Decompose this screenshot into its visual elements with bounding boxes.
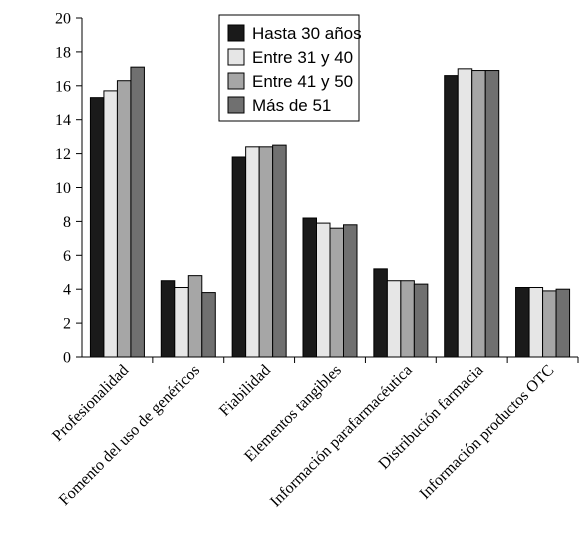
bar [316,222,331,358]
bar [201,292,216,358]
bar [258,146,274,358]
bar [174,287,189,358]
bar [386,280,402,358]
bar [471,70,486,358]
bar [103,90,118,358]
legend-swatch [227,96,245,114]
y-tick-label: 4 [63,282,71,299]
bar [160,280,176,358]
bar [515,287,530,358]
x-tick-label: Fomento del uso de genéricos [56,362,203,509]
bar [457,68,473,358]
y-tick-label: 16 [55,78,71,95]
bar [272,144,287,358]
x-tick-label: Información parafarmacéutica [267,362,416,511]
legend-label: Más de 51 [252,96,331,115]
y-tick-label: 0 [63,350,71,367]
y-tick-label: 20 [55,11,71,28]
bar [555,288,571,358]
bar [528,287,544,358]
bar [89,97,105,358]
bar [302,217,317,358]
y-tick-label: 8 [63,214,71,231]
legend-label: Entre 31 y 40 [252,48,353,67]
y-axis-ticks: 0 2 4 6 8 10 12 14 16 18 20 [55,11,82,367]
bar [245,146,260,358]
bar [373,268,388,358]
bar [400,280,415,358]
bar [413,283,429,358]
y-tick-label: 6 [63,248,71,265]
y-tick-label: 10 [55,180,71,197]
bar [343,224,358,358]
bar [444,75,459,358]
x-tick-label: Información productos OTC [417,362,558,503]
x-tick-label: Fiabilidad [216,362,274,420]
legend-swatch [227,48,245,66]
legend-label: Hasta 30 años [252,24,362,43]
y-tick-label: 2 [63,316,71,333]
bar [231,156,247,358]
bar [116,80,132,358]
legend-swatch [227,24,245,42]
bar [329,227,344,358]
bar [187,275,203,358]
y-tick-label: 12 [55,146,71,163]
legend: Hasta 30 años Entre 31 y 40 Entre 41 y 50 M… [218,14,362,122]
bar [484,70,500,358]
bar [542,290,557,358]
y-tick-label: 14 [55,112,71,129]
y-tick-label: 18 [55,44,71,61]
legend-swatch [227,72,245,90]
legend-label: Entre 41 y 50 [252,72,353,91]
bar [130,66,145,358]
